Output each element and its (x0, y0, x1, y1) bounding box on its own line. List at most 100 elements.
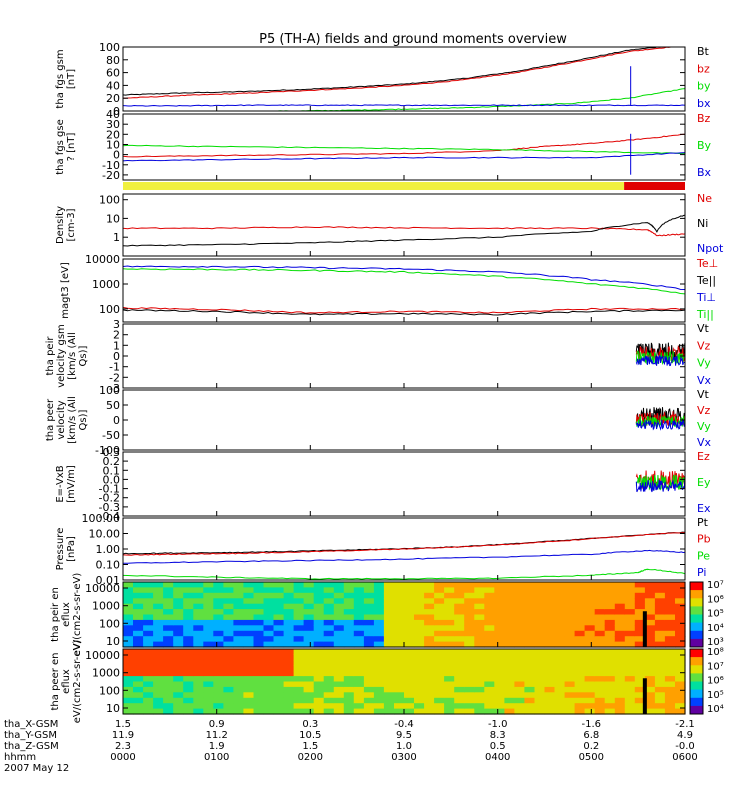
panel-7: 0.30.20.10.0-0.1-0.2-0.3-0.4E=-VxB[mV/m]… (55, 446, 711, 523)
spectrogram-cell (183, 641, 194, 648)
spectrogram-cell (434, 654, 445, 661)
spectrogram-cell (654, 665, 666, 672)
spectrogram-cell (153, 649, 164, 655)
spectrogram-cell (213, 692, 224, 699)
spectrogram-cell (143, 708, 154, 715)
spectrogram-cell (183, 592, 194, 599)
spectrogram-cell (123, 587, 134, 594)
spectrogram-cell (464, 592, 475, 599)
spectrogram-cell (353, 614, 365, 621)
panel-frame (122, 323, 686, 389)
spectrogram-cell (644, 598, 656, 605)
spectrogram-cell (153, 659, 164, 666)
spectrogram-cell (273, 641, 285, 648)
spectrogram-cell (544, 697, 556, 704)
spectrogram-cell (233, 697, 244, 704)
spectrogram-cell (153, 692, 164, 699)
spectrogram-cell (514, 649, 525, 655)
spectrogram-cell (584, 609, 596, 616)
spectrogram-cell (675, 614, 686, 621)
spectrogram-cell (373, 670, 385, 677)
spectrogram-cell (454, 619, 465, 626)
spectrogram-cell (524, 649, 535, 655)
spectrogram-cell (644, 654, 656, 661)
spectrogram-cell (303, 598, 315, 605)
spectrogram-cell (353, 582, 365, 588)
spectrogram-cell (675, 703, 686, 710)
spectrogram-cell (243, 619, 254, 626)
spectrogram-cell (273, 587, 285, 594)
spectrogram-cell (333, 686, 345, 693)
spectrogram-cell (534, 665, 546, 672)
spectrogram-cell (654, 676, 666, 683)
spectrogram-cell (293, 659, 305, 666)
spectrogram-cell (353, 619, 365, 626)
spectrogram-cell (183, 703, 194, 710)
y-tick-label: 10000 (85, 649, 120, 662)
spectrogram-cell (213, 649, 224, 655)
spectrogram-cell (654, 686, 666, 693)
spectrogram-cell (133, 681, 144, 688)
y-tick-label: 0.3 (103, 446, 121, 459)
spectrogram-cell (373, 636, 385, 643)
y-tick-label: 100 (99, 384, 120, 397)
spectrogram-cell (323, 641, 335, 648)
spectrogram-cell (514, 625, 525, 632)
spectrogram-cell (183, 681, 194, 688)
spectrogram-cell (464, 641, 475, 648)
colorbar-step (690, 697, 703, 707)
y-tick-label: 100 (99, 684, 120, 697)
spectrogram-cell (624, 609, 636, 616)
spectrogram-cell (564, 676, 576, 683)
spectrogram-cell (504, 697, 515, 704)
spectrogram-cell (424, 625, 435, 632)
burst-trace (635, 419, 685, 431)
spectrogram-cell (163, 659, 174, 666)
spectrogram-cell (353, 649, 365, 655)
spectrogram-cell (363, 609, 375, 616)
spectrogram-cell (474, 609, 485, 616)
spectrogram-cell (394, 619, 405, 626)
spectrogram-cell (323, 681, 335, 688)
spectrogram-cell (203, 614, 214, 621)
spectrogram-cell (343, 703, 355, 710)
spectrogram-cell (644, 625, 656, 632)
y-axis-label: Density[cm-3] (55, 206, 77, 244)
y-tick-label: 1 (113, 231, 120, 244)
spectrogram-cell (634, 659, 646, 666)
spectrogram-cell (624, 681, 636, 688)
legend-entry: by (697, 80, 711, 93)
spectrogram-cell (123, 636, 134, 643)
y-axis-label-line: [nPa] (66, 536, 77, 562)
spectrogram-cell (414, 670, 425, 677)
spectrogram-cell (373, 587, 385, 594)
spectrogram-cell (554, 659, 566, 666)
spectrogram-cell (233, 609, 244, 616)
spectrogram-cell (454, 665, 465, 672)
y-tick-label: -100 (95, 444, 120, 457)
spectrogram-cell (644, 614, 656, 621)
spectrogram-cell (363, 703, 375, 710)
spectrogram-cell (143, 630, 154, 637)
y-tick-label: 10 (106, 702, 120, 715)
spectrogram-cell (213, 686, 224, 693)
spectrogram-cell (594, 619, 606, 626)
spectrogram-cell (343, 708, 355, 715)
spectrogram-cell (584, 598, 596, 605)
spectrogram-cell (444, 641, 455, 648)
spectrogram-cell (514, 670, 525, 677)
spectrogram-cell (594, 614, 606, 621)
spectrogram-cell (494, 619, 505, 626)
spectrogram-cell (263, 681, 275, 688)
spectrogram-cell (424, 592, 435, 599)
y-axis-label: Pressure[nPa] (55, 528, 77, 571)
spectrogram-cell (464, 598, 475, 605)
spectrogram-cell (163, 654, 174, 661)
spectrogram-cell (414, 587, 425, 594)
spectrogram-cell (604, 630, 616, 637)
spectrogram-cell (353, 665, 365, 672)
panel-frame (122, 193, 686, 257)
spectrogram-cell (675, 592, 686, 599)
spectrogram-cell (454, 686, 465, 693)
